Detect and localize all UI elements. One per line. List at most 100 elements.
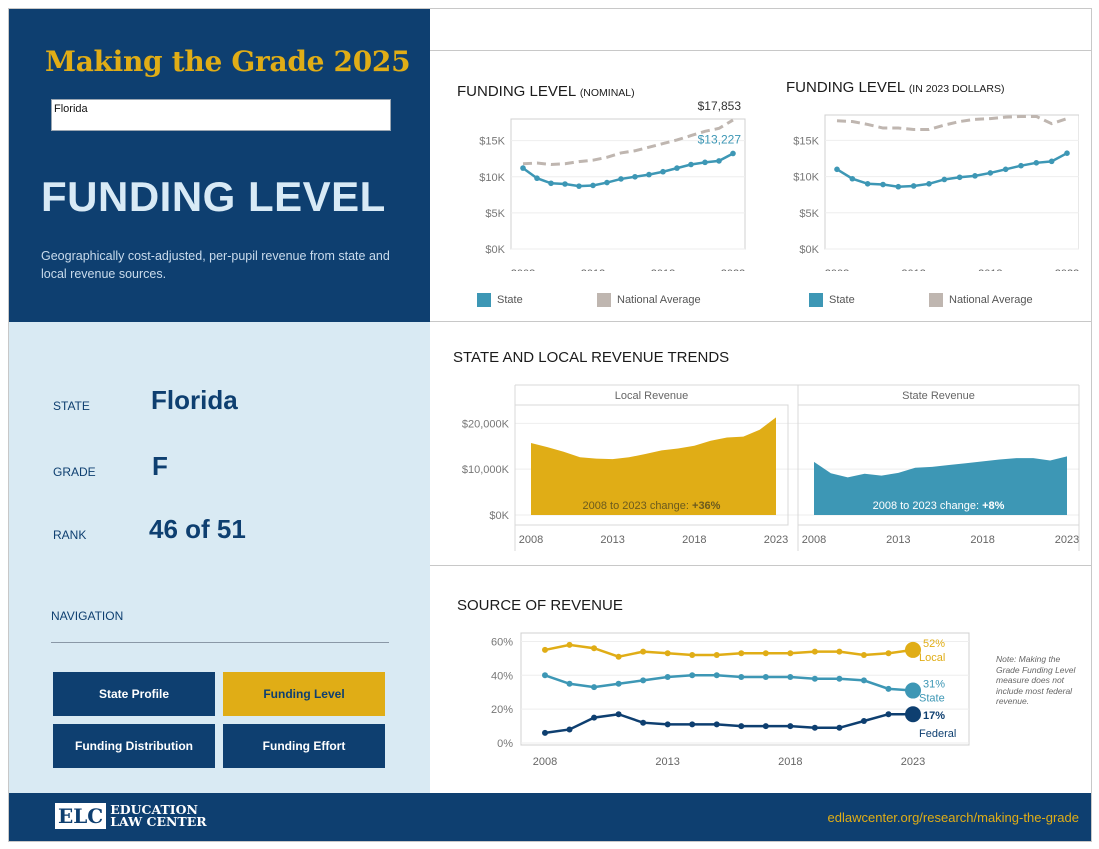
- state-share-point: [738, 674, 745, 680]
- state-share-point: [664, 674, 671, 680]
- y-tick-label: 60%: [491, 636, 513, 648]
- y-tick-label: $5K: [799, 208, 819, 220]
- federal-share-point: [762, 723, 769, 730]
- state-share-point: [640, 677, 647, 684]
- local-share-point: [566, 641, 573, 648]
- federal-share-point: [811, 724, 818, 731]
- federal-share-point: [591, 714, 598, 721]
- x-tick-label: 2018: [778, 756, 802, 768]
- x-tick-label: 2018: [978, 268, 1002, 271]
- nominal-title-main: FUNDING LEVEL: [457, 83, 576, 100]
- federal-share-point: [689, 721, 696, 728]
- nominal-funding-chart: $0K $5K $10K $15K 2008 2013 2018 2023 $13,227 $17…: [479, 101, 746, 271]
- local-share-point: [811, 648, 818, 655]
- local-share-point: [738, 650, 745, 657]
- legend-national: National Average: [929, 293, 1033, 307]
- federal-revenue-note: Note: Making the Grade Funding Level mea…: [996, 654, 1076, 706]
- change-annotation: 2008 to 2023 change: +36%: [583, 500, 721, 512]
- grade-value: F: [152, 451, 168, 481]
- y-tick-label: 0%: [497, 738, 513, 750]
- state-point: [972, 173, 978, 179]
- x-tick-label: 2008: [533, 756, 557, 768]
- local-share-point: [762, 650, 769, 657]
- state-selector[interactable]: Florida: [51, 99, 391, 131]
- state-label: STATE: [53, 399, 90, 413]
- legend-swatch-national: [597, 293, 611, 307]
- x-tick-label: 2013: [600, 534, 624, 546]
- state-point: [604, 179, 610, 186]
- federal-share-point: [787, 723, 794, 730]
- federal-share-name: Federal: [919, 728, 956, 740]
- state-point: [1033, 160, 1040, 166]
- revenue-source-chart: 0% 20% 40% 60% 2008 2013 2018 2023 52% Local 31% St…: [491, 632, 970, 768]
- x-tick-label: 2008: [825, 268, 849, 271]
- state-point: [1018, 162, 1024, 169]
- state-facts-panel: STATE Florida GRADE F RANK 46 of 51 NAVI…: [9, 322, 430, 793]
- state-point: [590, 182, 596, 189]
- grade-label: GRADE: [53, 465, 96, 479]
- state-point: [1048, 158, 1055, 165]
- state-share-point: [713, 672, 720, 679]
- federal-share-line: [544, 712, 913, 735]
- state-point: [834, 166, 840, 173]
- federal-share-point: [713, 721, 720, 728]
- funding-effort-button[interactable]: Funding Effort: [223, 724, 385, 768]
- state-end-label: $13,227: [698, 132, 742, 146]
- state-point: [562, 181, 568, 187]
- federal-share-point: [615, 711, 622, 718]
- state-share-point: [566, 680, 573, 687]
- x-tick-label: 2023: [1055, 268, 1079, 271]
- footer-link[interactable]: edlawcenter.org/research/making-the-grad…: [827, 810, 1079, 825]
- logo-text: EDUCATION LAW CENTER: [110, 802, 207, 829]
- logo-mark: ELC: [55, 803, 107, 829]
- state-value: Florida: [151, 385, 238, 415]
- y-tick-label: $10K: [793, 172, 819, 184]
- local-share-point: [640, 648, 647, 655]
- federal-share-point: [664, 721, 671, 728]
- x-tick-label: 2008: [519, 534, 543, 546]
- navigation-divider: [51, 642, 389, 643]
- local-share-point: [885, 650, 892, 657]
- funding-distribution-button[interactable]: Funding Distribution: [53, 724, 215, 768]
- local-share-value: 52%: [923, 638, 945, 650]
- state-point: [618, 176, 624, 182]
- state-profile-button[interactable]: State Profile: [53, 672, 215, 716]
- x-tick-label: 2018: [651, 268, 675, 271]
- state-point: [688, 161, 694, 168]
- x-tick-label: 2013: [886, 534, 910, 546]
- x-tick-label: 2023: [764, 534, 788, 546]
- y-tick-label: 20%: [491, 704, 513, 716]
- x-tick-label: 2013: [901, 268, 925, 271]
- state-point: [849, 175, 856, 182]
- state-point: [702, 159, 708, 166]
- state-share-point: [762, 674, 769, 680]
- local-share-point: [905, 641, 921, 658]
- local-share-point: [713, 652, 720, 658]
- state-share-value: 31%: [923, 679, 945, 691]
- y-tick-label: $10,000K: [462, 464, 510, 476]
- panel-title: State Revenue: [902, 390, 975, 402]
- state-share-point: [885, 685, 892, 692]
- federal-share-point: [860, 718, 867, 724]
- legend-swatch-state: [477, 293, 491, 307]
- panel-title: Local Revenue: [615, 390, 688, 402]
- funding-level-button[interactable]: Funding Level: [223, 672, 385, 716]
- nominal-title-sub: (NOMINAL): [579, 87, 635, 99]
- state-share-point: [811, 675, 818, 682]
- elc-logo[interactable]: ELC EDUCATION LAW CENTER: [55, 803, 207, 829]
- y-tick-label: $0K: [799, 244, 819, 256]
- state-point: [926, 181, 932, 187]
- y-tick-label: $15K: [793, 135, 819, 147]
- state-point: [716, 158, 722, 164]
- local-share-name: Local: [919, 652, 945, 664]
- x-tick-label: 2013: [581, 268, 605, 271]
- page-description: Geographically cost-adjusted, per-pupil …: [41, 249, 390, 281]
- state-point: [534, 175, 540, 182]
- revenue-trends-chart: $0K $10,000K $20,000K Local Revenue 2008 to …: [462, 384, 1080, 551]
- x-tick-label: 2023: [901, 756, 925, 768]
- local-share-point: [836, 648, 843, 655]
- federal-share-point: [640, 719, 647, 726]
- federal-share-point: [738, 723, 745, 730]
- national-average-line: [522, 118, 734, 167]
- state-share-point: [591, 684, 598, 691]
